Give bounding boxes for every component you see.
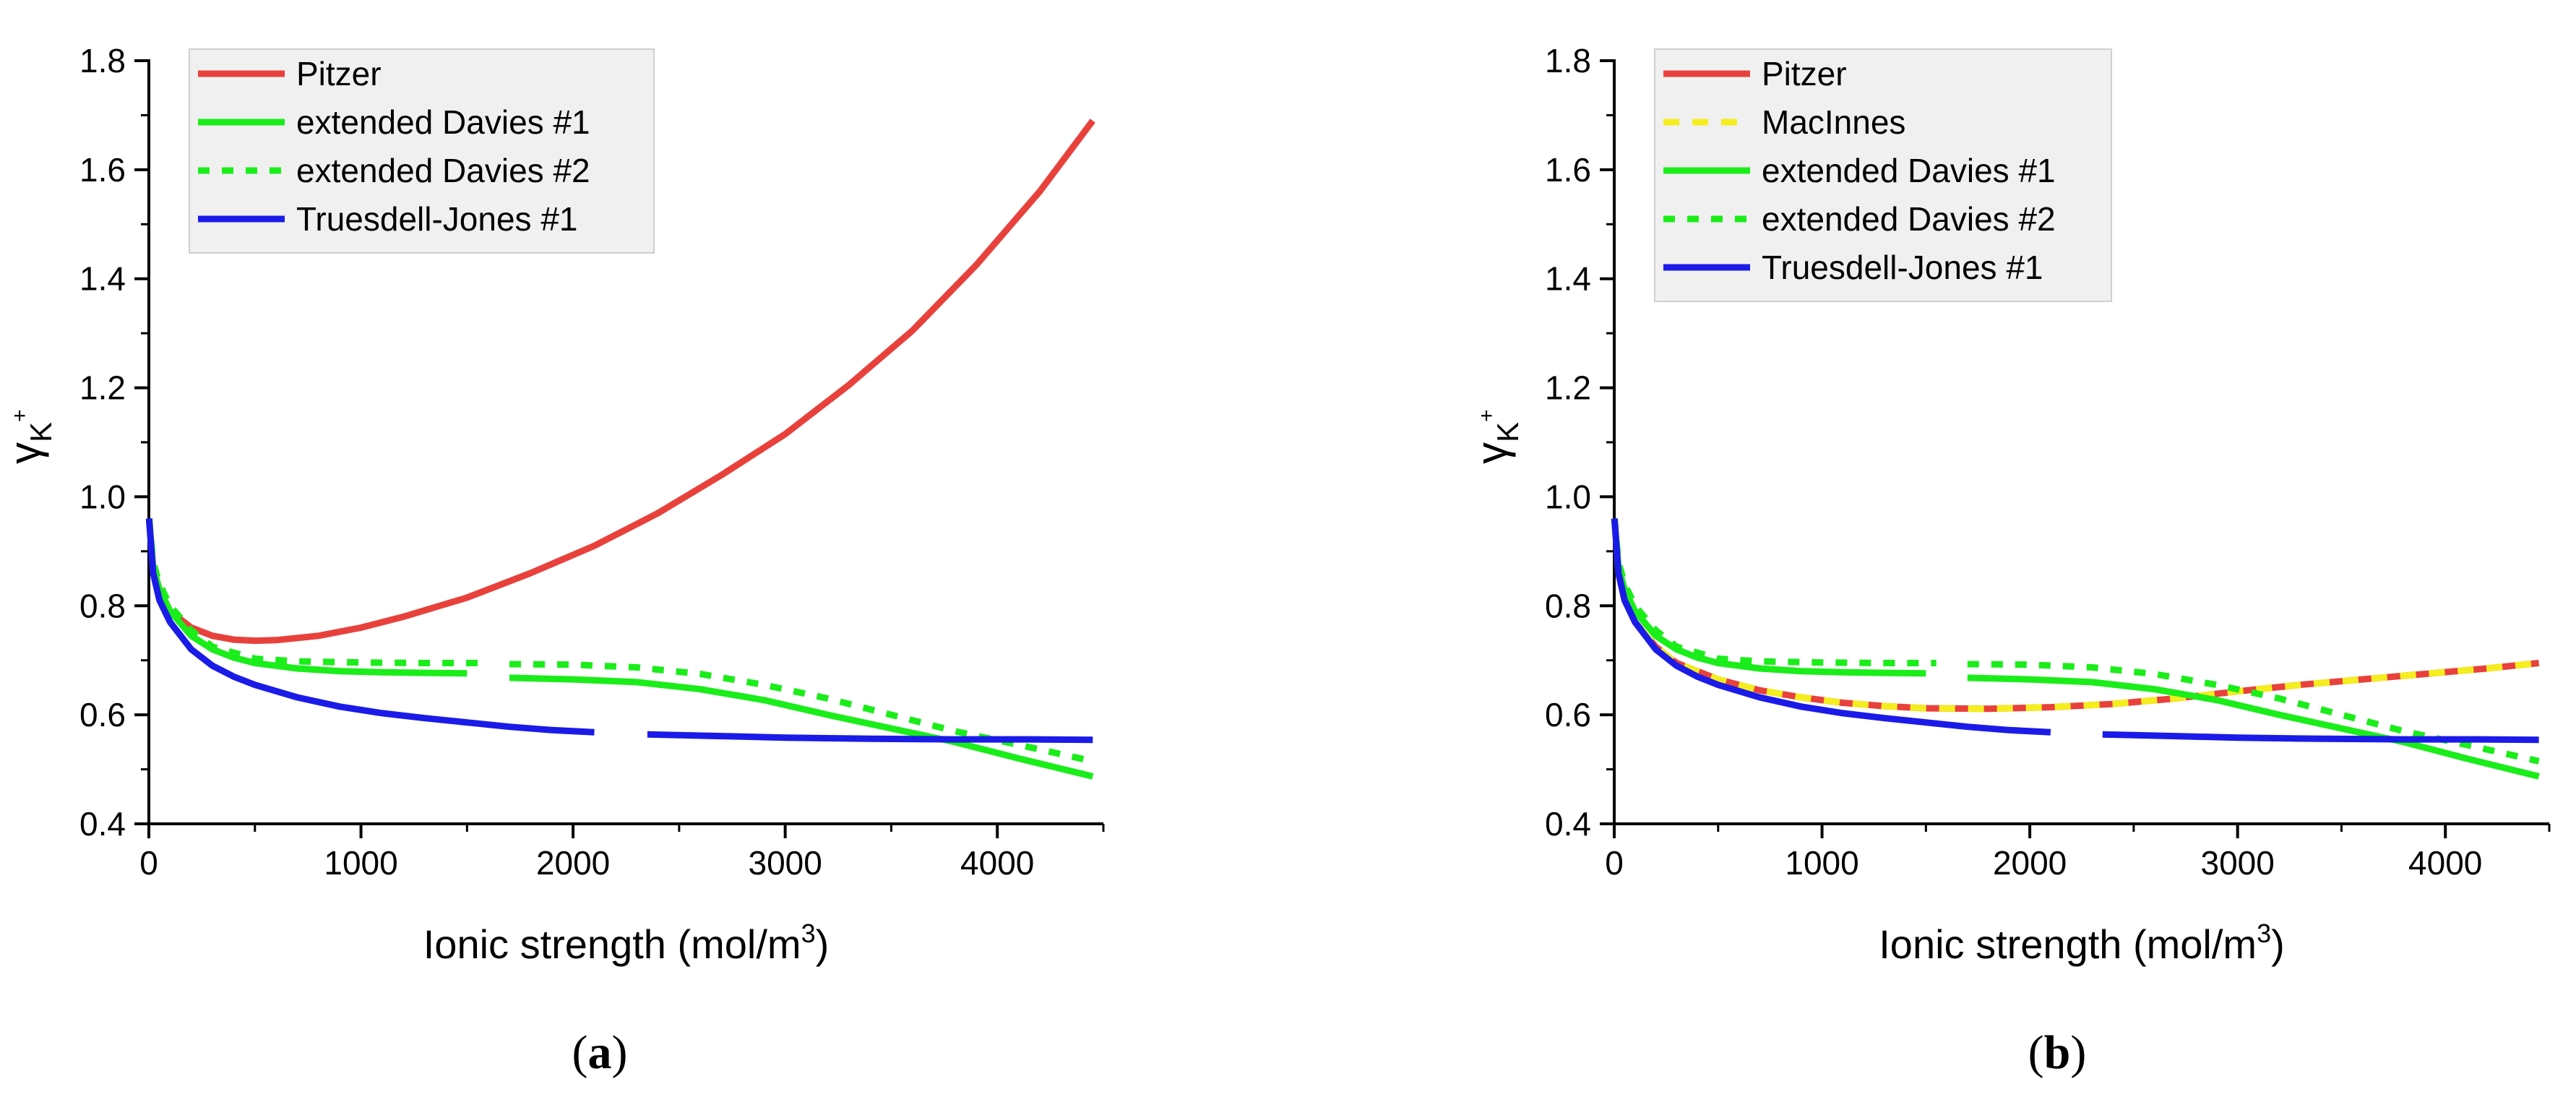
y-tick-label: 1.2 <box>1545 369 1591 407</box>
legend-label-extended-davies-2: extended Davies #2 <box>296 152 590 189</box>
legend-label-extended-davies-2: extended Davies #2 <box>1762 200 2056 238</box>
y-tick-label: 1.4 <box>79 260 126 298</box>
x-tick-label: 1000 <box>1785 844 1858 882</box>
y-tick-label: 1.6 <box>1545 151 1591 189</box>
y-tick-label: 0.6 <box>1545 696 1591 734</box>
legend-box <box>1654 48 2112 302</box>
y-tick-label: 0.8 <box>79 587 126 624</box>
x-tick-label: 1000 <box>324 844 397 882</box>
y-tick-label: 1.6 <box>79 151 126 189</box>
y-axis-label: γK+ <box>1 409 58 464</box>
y-tick-label: 1.0 <box>79 478 126 515</box>
legend-label-pitzer: Pitzer <box>296 55 382 93</box>
y-tick-label: 0.4 <box>79 805 126 843</box>
x-tick-label: 2000 <box>536 844 610 882</box>
y-tick-label: 1.8 <box>1545 42 1591 79</box>
x-tick-label: 0 <box>139 844 158 882</box>
legend-label-macinnes: MacInnes <box>1762 103 1905 141</box>
legend-label-extended-davies-1: extended Davies #1 <box>1762 152 2056 189</box>
panel-b: 0.4 0.6 0.8 1.0 1.2 1.4 1.6 1.8 0 1000 2000 3000 400… <box>1468 42 2551 1079</box>
y-tick-label: 1.2 <box>79 369 126 407</box>
y-axis-label: γK+ <box>1468 409 1525 464</box>
series-line-truesdell-jones-1 <box>145 518 1093 744</box>
series-line-truesdell-jones-1 <box>1611 518 2539 744</box>
legend-label-extended-davies-1: extended Davies #1 <box>296 103 590 141</box>
x-tick-label: 4000 <box>2408 844 2482 882</box>
y-tick-label: 0.6 <box>79 696 126 734</box>
x-tick-label: 4000 <box>960 844 1034 882</box>
x-tick-label: 3000 <box>2200 844 2274 882</box>
legend: Pitzer MacInnes extended Davies #1 extended… <box>1654 48 2112 302</box>
y-tick-label: 1.4 <box>1545 260 1591 298</box>
y-tick-label: 1.0 <box>1545 478 1591 515</box>
y-tick-label: 0.4 <box>1545 805 1591 843</box>
panel-label: (b) <box>2028 1026 2087 1079</box>
x-axis-label: Ionic strength (mol/m3) <box>423 919 830 967</box>
panel-a: 0.4 0.6 0.8 1.0 1.2 1.4 1.6 1.8 0 1000 2000 3000 400… <box>1 42 1105 1079</box>
legend-label-truesdell-jones-1: Truesdell-Jones #1 <box>296 200 578 238</box>
legend-label-pitzer: Pitzer <box>1762 55 1847 93</box>
x-tick-label: 2000 <box>1993 844 2067 882</box>
x-tick-label: 3000 <box>748 844 822 882</box>
y-tick-label: 0.8 <box>1545 587 1591 624</box>
panel-label: (a) <box>572 1026 628 1079</box>
series-line-pitzer <box>145 119 1095 645</box>
x-tick-label: 0 <box>1605 844 1624 882</box>
legend-label-truesdell-jones-1: Truesdell-Jones #1 <box>1762 249 2043 286</box>
y-tick-label: 1.8 <box>79 42 126 79</box>
x-axis-label: Ionic strength (mol/m3) <box>1879 919 2285 967</box>
legend: Pitzer extended Davies #1 extended Davies … <box>189 48 655 254</box>
